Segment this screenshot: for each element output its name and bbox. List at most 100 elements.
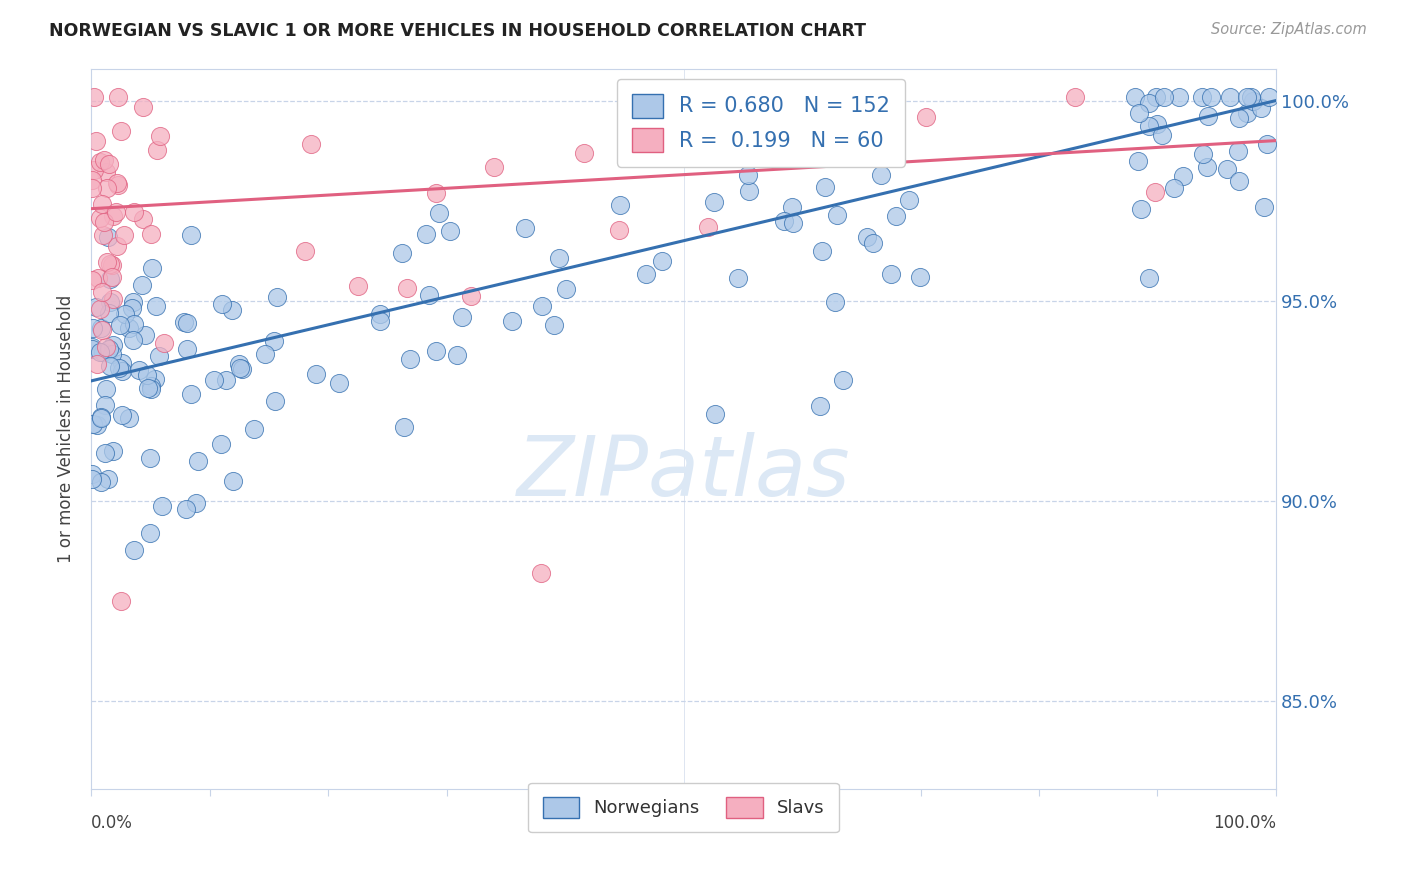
Point: [1256, 136, 1278, 151]
Point: [174, 502, 197, 516]
Point: [425, 186, 447, 200]
Point: [1195, 161, 1218, 175]
Point: [782, 216, 804, 230]
Point: [1146, 117, 1168, 131]
Point: [1144, 89, 1167, 103]
Point: [1123, 89, 1146, 103]
Point: [90, 411, 112, 425]
Point: [727, 271, 749, 285]
Point: [418, 288, 440, 302]
Point: [908, 269, 931, 284]
Point: [176, 317, 198, 331]
Point: [1236, 89, 1258, 103]
Point: [415, 227, 437, 241]
Point: [607, 223, 630, 237]
Point: [91, 227, 114, 242]
Point: [94, 446, 117, 460]
Point: [396, 280, 419, 294]
Point: [114, 307, 136, 321]
Point: [425, 343, 447, 358]
Point: [554, 281, 576, 295]
Point: [146, 143, 169, 157]
Point: [80, 343, 103, 357]
Point: [1197, 109, 1219, 123]
Point: [98, 294, 121, 309]
Point: [328, 376, 350, 390]
Point: [824, 295, 846, 310]
Point: [439, 225, 461, 239]
Point: [136, 381, 159, 395]
Point: [90, 410, 112, 425]
Point: [187, 454, 209, 468]
Point: [501, 314, 523, 328]
Point: [543, 318, 565, 332]
Point: [141, 227, 163, 242]
Point: [176, 343, 198, 357]
Point: [530, 299, 553, 313]
Point: [1250, 101, 1272, 115]
Point: [152, 499, 174, 513]
Point: [121, 294, 143, 309]
Point: [141, 260, 163, 275]
Point: [145, 299, 167, 313]
Point: [89, 302, 111, 317]
Point: [460, 289, 482, 303]
Point: [1227, 145, 1250, 159]
Point: [572, 145, 595, 160]
Point: [451, 310, 474, 324]
Point: [139, 526, 162, 541]
Point: [811, 244, 834, 258]
Point: [93, 153, 115, 167]
Point: [266, 290, 288, 304]
Point: [856, 229, 879, 244]
Point: [347, 278, 370, 293]
Point: [82, 173, 104, 187]
Point: [1201, 89, 1223, 103]
Point: [1253, 200, 1275, 214]
Point: [221, 303, 243, 318]
Point: [391, 245, 413, 260]
Point: [703, 195, 725, 210]
Point: [82, 467, 104, 482]
Point: [263, 334, 285, 348]
Point: [94, 382, 117, 396]
Point: [1167, 89, 1189, 103]
Point: [101, 209, 124, 223]
Point: [107, 89, 129, 103]
Point: [482, 160, 505, 174]
Point: [1064, 89, 1087, 103]
Point: [1258, 89, 1281, 103]
Point: [737, 169, 759, 183]
Point: [82, 340, 104, 354]
Point: [80, 273, 103, 287]
Point: [832, 89, 855, 103]
Point: [97, 157, 120, 171]
Point: [1126, 153, 1149, 168]
Point: [112, 228, 135, 243]
Point: [101, 346, 124, 360]
Point: [91, 196, 114, 211]
Point: [91, 345, 114, 359]
Point: [141, 382, 163, 396]
Point: [914, 111, 936, 125]
Point: [399, 352, 422, 367]
Point: [768, 137, 790, 152]
Point: [108, 361, 131, 376]
Point: [1216, 161, 1239, 176]
Point: [111, 408, 134, 422]
Point: [368, 314, 391, 328]
Point: [83, 89, 105, 103]
Point: [132, 211, 155, 226]
Point: [122, 204, 145, 219]
Point: [136, 368, 159, 382]
Point: [851, 125, 873, 139]
Point: [149, 129, 172, 144]
Point: [98, 306, 121, 320]
Point: [100, 359, 122, 374]
Point: [89, 211, 111, 226]
Point: [148, 349, 170, 363]
Point: [446, 348, 468, 362]
Point: [82, 181, 104, 195]
Point: [96, 180, 118, 194]
Point: [86, 300, 108, 314]
